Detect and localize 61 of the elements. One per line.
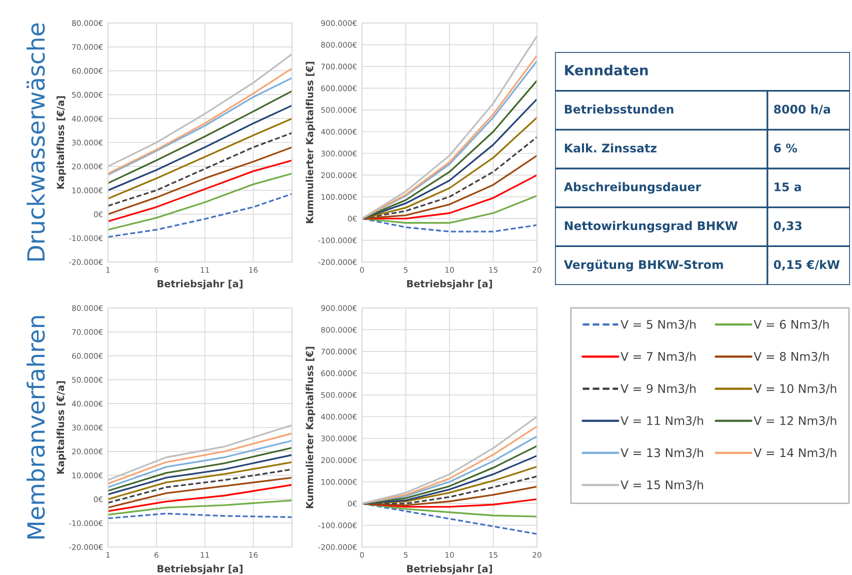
x-axis-title: Betriebsjahr [a] <box>158 280 242 290</box>
text: 0,15 €/kW <box>774 260 840 271</box>
line-series <box>108 90 292 184</box>
line-series <box>362 154 537 220</box>
y-axis-title: Kummulierter Kapitalfluss [€] <box>306 62 316 224</box>
text: Vergütung BHKW-Strom <box>564 260 723 272</box>
text: 15 a <box>774 182 801 192</box>
line-series <box>362 116 537 220</box>
line-series <box>108 172 292 231</box>
line-series <box>108 193 292 238</box>
y-axis-title: Kapitalfluss [€/a] <box>56 381 66 474</box>
legend-label: V = 11 Nm3/h <box>620 416 704 426</box>
legend-label: V = 12 Nm3/h <box>754 416 836 426</box>
text: Kenndaten <box>565 64 648 76</box>
legend-label: V = 13 Nm3/h <box>620 448 704 458</box>
line-series <box>362 502 537 518</box>
text: 6 % <box>774 144 798 153</box>
x-axis-title: Betriebsjahr [a] <box>407 280 492 290</box>
line-series <box>108 104 292 192</box>
line-series <box>108 424 292 481</box>
text: 0,33 <box>774 221 802 232</box>
line-series <box>108 160 292 222</box>
line-series <box>362 454 537 504</box>
line-series <box>108 446 292 492</box>
text: Membranverfahren <box>26 316 45 539</box>
line-series <box>108 432 292 484</box>
line-series <box>108 484 292 512</box>
legend-label: V = 10 Nm3/h <box>754 384 836 394</box>
line-series <box>108 476 292 508</box>
line-series <box>108 440 292 488</box>
line-series <box>108 53 292 168</box>
text: 8000 h/a <box>774 104 830 115</box>
line-series <box>362 218 537 232</box>
line-series <box>362 502 537 535</box>
line-series <box>108 146 292 216</box>
x-axis-title: Betriebsjahr [a] <box>158 564 242 574</box>
line-series <box>362 174 537 220</box>
text: Betriebsstunden <box>564 104 674 114</box>
legend-label: V = 14 Nm3/h <box>754 448 836 458</box>
line-series <box>108 468 292 504</box>
text: Nettowirkungsgrad BHKW <box>564 220 738 233</box>
line-series <box>108 454 292 496</box>
y-axis-title: Kummulierter Kapitalfluss [€] <box>306 346 316 508</box>
legend-label: V = 15 Nm3/h <box>620 480 704 490</box>
line-series <box>362 136 537 220</box>
legend-label: V = 8 Nm3/h <box>754 352 829 362</box>
line-series <box>108 118 292 200</box>
text: Kalk. Zinssatz <box>564 143 656 153</box>
legend-label: V = 7 Nm3/h <box>620 352 696 362</box>
line-series <box>108 132 292 207</box>
line-series <box>108 461 292 500</box>
text: Druckwasserwäsche <box>26 23 45 261</box>
legend-label: V = 6 Nm3/h <box>754 320 829 330</box>
x-axis-title: Betriebsjahr [a] <box>407 564 492 574</box>
line-series <box>362 476 537 504</box>
text: Abschreibungsdauer <box>564 182 702 194</box>
line-series <box>108 500 292 516</box>
legend-label: V = 5 Nm3/h <box>620 320 696 330</box>
y-axis-title: Kapitalfluss [€/a] <box>56 96 66 189</box>
line-series <box>362 466 537 504</box>
legend-label: V = 9 Nm3/h <box>620 384 696 394</box>
